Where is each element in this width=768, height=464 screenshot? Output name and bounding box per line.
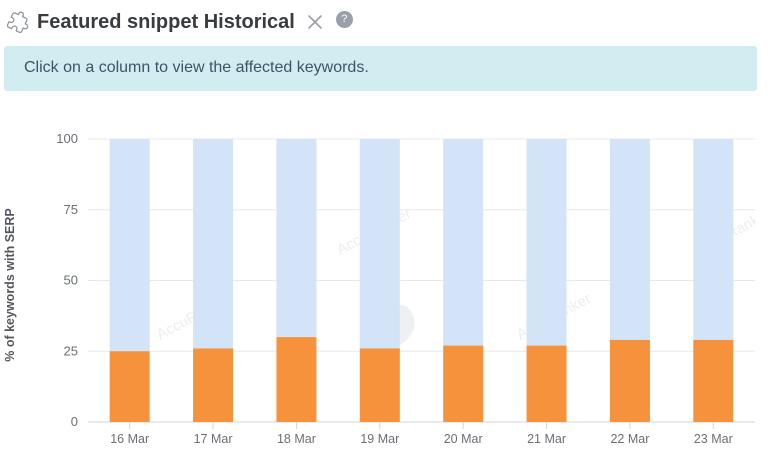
svg-text:22 Mar: 22 Mar — [610, 432, 649, 446]
svg-text:17 Mar: 17 Mar — [194, 432, 233, 446]
svg-text:19 Mar: 19 Mar — [360, 432, 399, 446]
svg-text:% of keywords with SERP: % of keywords with SERP — [3, 208, 17, 362]
svg-text:75: 75 — [64, 202, 78, 217]
svg-text:21 Mar: 21 Mar — [527, 432, 566, 446]
svg-text:16 Mar: 16 Mar — [110, 432, 149, 446]
svg-text:50: 50 — [64, 273, 78, 288]
svg-text:20 Mar: 20 Mar — [444, 432, 483, 446]
svg-text:25: 25 — [64, 343, 78, 358]
svg-text:18 Mar: 18 Mar — [277, 432, 316, 446]
svg-text:0: 0 — [71, 414, 78, 429]
svg-text:23 Mar: 23 Mar — [694, 432, 733, 446]
svg-text:100: 100 — [56, 131, 78, 146]
